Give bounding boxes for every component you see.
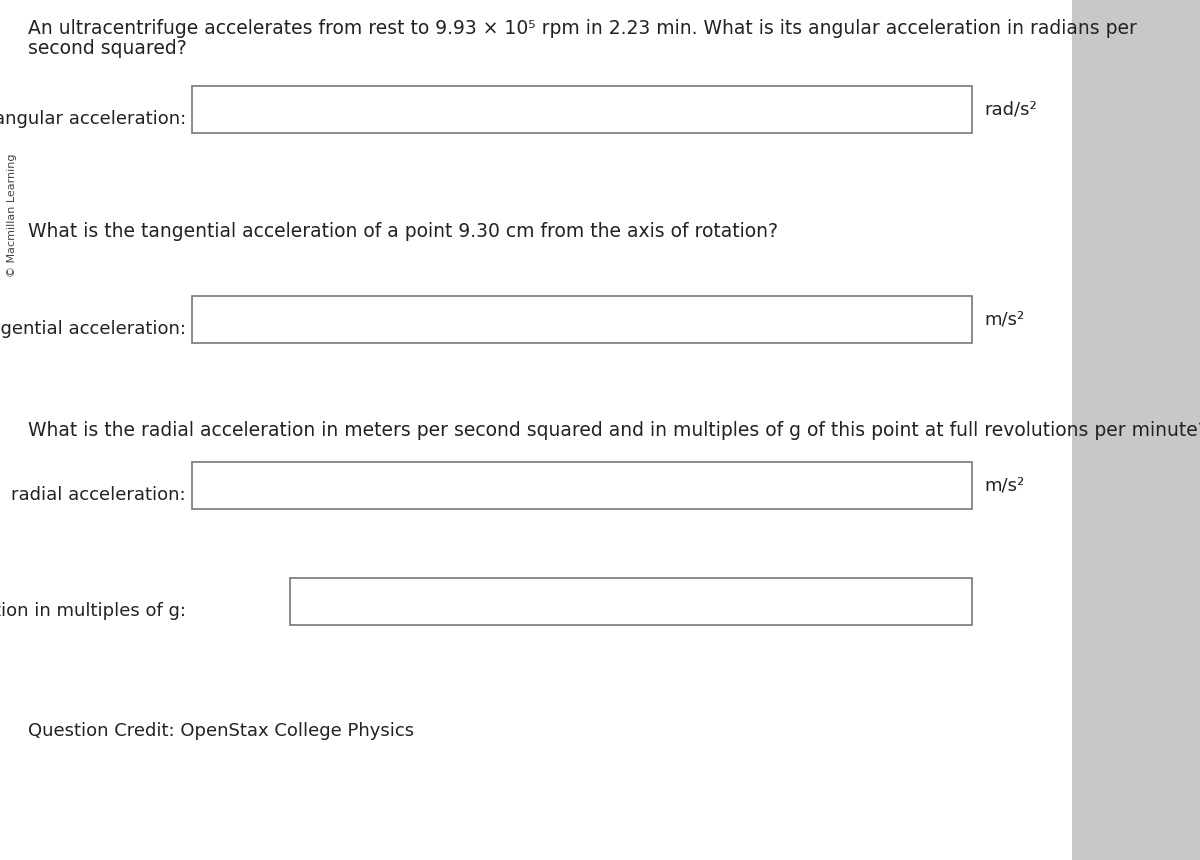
- Text: radial acceleration:: radial acceleration:: [11, 486, 186, 503]
- Text: second squared?: second squared?: [28, 39, 186, 58]
- Text: What is the radial acceleration in meters per second squared and in multiples of: What is the radial acceleration in meter…: [28, 421, 1200, 440]
- Text: m/s²: m/s²: [984, 476, 1025, 494]
- Text: What is the tangential acceleration of a point 9.30 cm from the axis of rotation: What is the tangential acceleration of a…: [28, 222, 778, 241]
- Text: rad/s²: rad/s²: [984, 101, 1037, 119]
- Text: An ultracentrifuge accelerates from rest to 9.93 × 10⁵ rpm in 2.23 min. What is : An ultracentrifuge accelerates from rest…: [28, 19, 1136, 38]
- Text: angular acceleration:: angular acceleration:: [0, 110, 186, 127]
- Text: m/s²: m/s²: [984, 310, 1025, 329]
- Text: tangential acceleration:: tangential acceleration:: [0, 320, 186, 337]
- Text: radial acceleration in multiples of g:: radial acceleration in multiples of g:: [0, 602, 186, 619]
- Text: Question Credit: OpenStax College Physics: Question Credit: OpenStax College Physic…: [28, 722, 414, 740]
- Text: © Macmillan Learning: © Macmillan Learning: [7, 153, 17, 277]
